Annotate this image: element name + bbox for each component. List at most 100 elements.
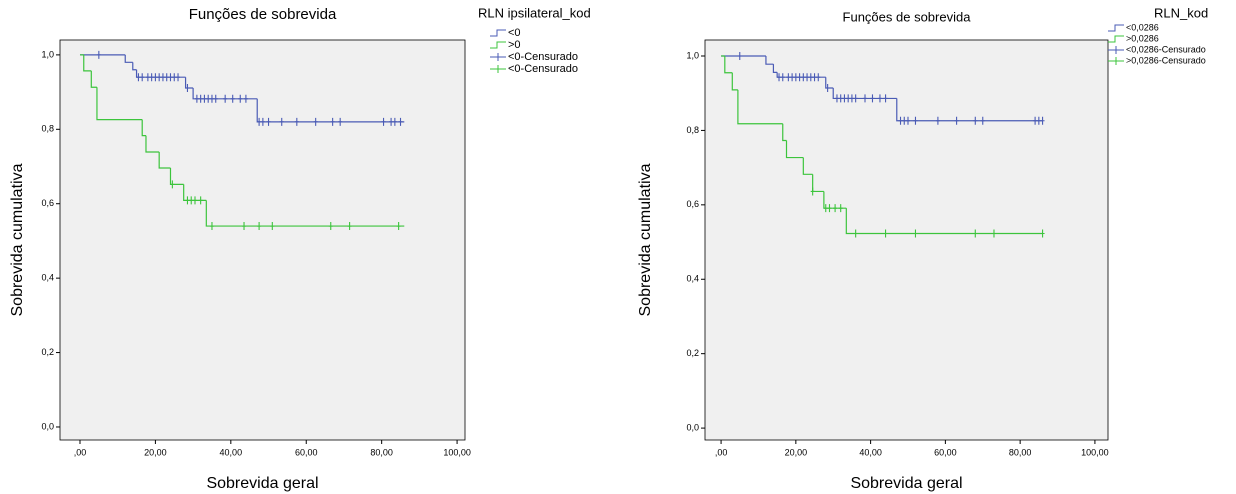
- censor-mark: [230, 94, 235, 103]
- legend-symbol: [1108, 24, 1124, 32]
- legend-label: <0-Censurado: [508, 63, 578, 75]
- censor-mark: [168, 73, 173, 82]
- censor-mark: [883, 94, 888, 103]
- x-axis-label: Sobrevida geral: [206, 475, 318, 492]
- legend-label: <0,0286: [1126, 22, 1159, 32]
- censor-mark: [838, 204, 843, 213]
- legend-item: <0,0286: [1108, 22, 1159, 32]
- y-tick-label: 0,6: [686, 199, 699, 209]
- legend-symbol: [1108, 57, 1124, 65]
- censor-mark: [823, 204, 828, 213]
- censor-mark: [279, 117, 284, 126]
- censor-mark: [825, 84, 830, 92]
- legend-title: RLN ipsilateral_kod: [478, 5, 591, 20]
- legend-item: <0-Censurado: [490, 51, 578, 63]
- chart: Funções de sobrevida Sobrevida geral Sobre…: [637, 5, 1208, 492]
- step-segment: [141, 119, 146, 137]
- censor-mark: [905, 116, 910, 125]
- y-tick-label: 1,0: [686, 50, 699, 60]
- censor-mark: [198, 94, 203, 103]
- censor-mark: [164, 73, 169, 82]
- censor-mark: [737, 52, 742, 60]
- censor-mark: [849, 94, 854, 103]
- censor-mark: [790, 73, 795, 82]
- x-tick-label: ,00: [715, 447, 728, 457]
- censor-mark: [846, 94, 851, 103]
- legend-symbol: [1108, 35, 1124, 43]
- censor-mark: [172, 73, 177, 82]
- step-segment: [737, 89, 783, 125]
- y-tick-label: 0,4: [686, 274, 699, 284]
- legend-item: <0: [490, 27, 521, 39]
- step-segment: [158, 152, 171, 169]
- censor-mark: [870, 94, 875, 103]
- chart-title: Funções de sobrevida: [843, 9, 972, 24]
- censor-mark: [991, 229, 996, 238]
- legend-label: <0: [508, 27, 521, 39]
- y-tick-label: 0,0: [41, 421, 54, 431]
- legend-label: >0,0286: [1126, 33, 1159, 43]
- censor-mark: [209, 94, 214, 103]
- censor-mark: [313, 117, 318, 126]
- censor-mark: [853, 229, 858, 238]
- step-segment: [731, 72, 738, 91]
- x-tick-label: 40,00: [220, 447, 243, 457]
- legend-symbol: [490, 29, 506, 37]
- chart-title: Funções de sobrevida: [189, 6, 337, 23]
- censor-mark: [913, 116, 918, 125]
- censor-mark: [954, 116, 959, 125]
- legend-label: >0: [508, 39, 521, 51]
- x-tick-label: 20,00: [144, 447, 167, 457]
- censor-mark: [209, 222, 214, 231]
- censor-mark: [838, 94, 843, 103]
- censor-mark: [198, 196, 203, 205]
- y-tick-label: 0,4: [41, 273, 54, 283]
- censor-mark: [973, 229, 978, 238]
- censor-mark: [801, 73, 806, 82]
- censor-mark: [257, 222, 262, 231]
- step-segment: [205, 200, 405, 227]
- censor-mark: [808, 73, 813, 82]
- step-segment: [802, 157, 813, 175]
- censor-mark: [202, 94, 207, 103]
- censor-mark: [96, 50, 101, 59]
- legend-item: <0-Censurado: [490, 63, 578, 75]
- censor-mark: [242, 222, 247, 231]
- step-segment: [83, 54, 92, 72]
- censor-mark: [170, 180, 175, 189]
- censor-mark: [913, 229, 918, 238]
- censor-mark: [793, 73, 798, 82]
- step-segment: [132, 62, 137, 71]
- censor-mark: [338, 117, 343, 126]
- x-tick-label: 40,00: [859, 447, 882, 457]
- censor-mark: [330, 117, 335, 126]
- censor-mark: [1040, 116, 1045, 125]
- step-segment: [772, 64, 778, 73]
- censor-mark: [805, 73, 810, 82]
- step-segment: [90, 70, 97, 88]
- censor-mark: [176, 73, 181, 82]
- legend-symbol: [490, 65, 506, 73]
- censor-mark: [877, 94, 882, 103]
- censor-mark: [780, 73, 785, 82]
- censor-mark: [396, 222, 401, 231]
- censor-mark: [157, 73, 162, 82]
- step-segment: [832, 88, 897, 100]
- x-tick-label: 100,00: [443, 447, 471, 457]
- censor-mark: [816, 73, 821, 82]
- censor-mark: [980, 116, 985, 125]
- censor-mark: [160, 73, 165, 82]
- censor-mark: [238, 94, 243, 103]
- censor-mark: [834, 94, 839, 103]
- censor-mark: [902, 116, 907, 125]
- censor-mark: [1036, 116, 1041, 125]
- legend-item: >0: [490, 39, 521, 51]
- x-tick-label: ,00: [74, 447, 87, 457]
- censor-mark: [328, 222, 333, 231]
- step-segment: [782, 123, 787, 142]
- legend-label: <0-Censurado: [508, 51, 578, 63]
- plot-area: [704, 39, 1109, 441]
- censor-mark: [194, 94, 199, 103]
- legend-label: <0,0286-Censurado: [1126, 44, 1206, 54]
